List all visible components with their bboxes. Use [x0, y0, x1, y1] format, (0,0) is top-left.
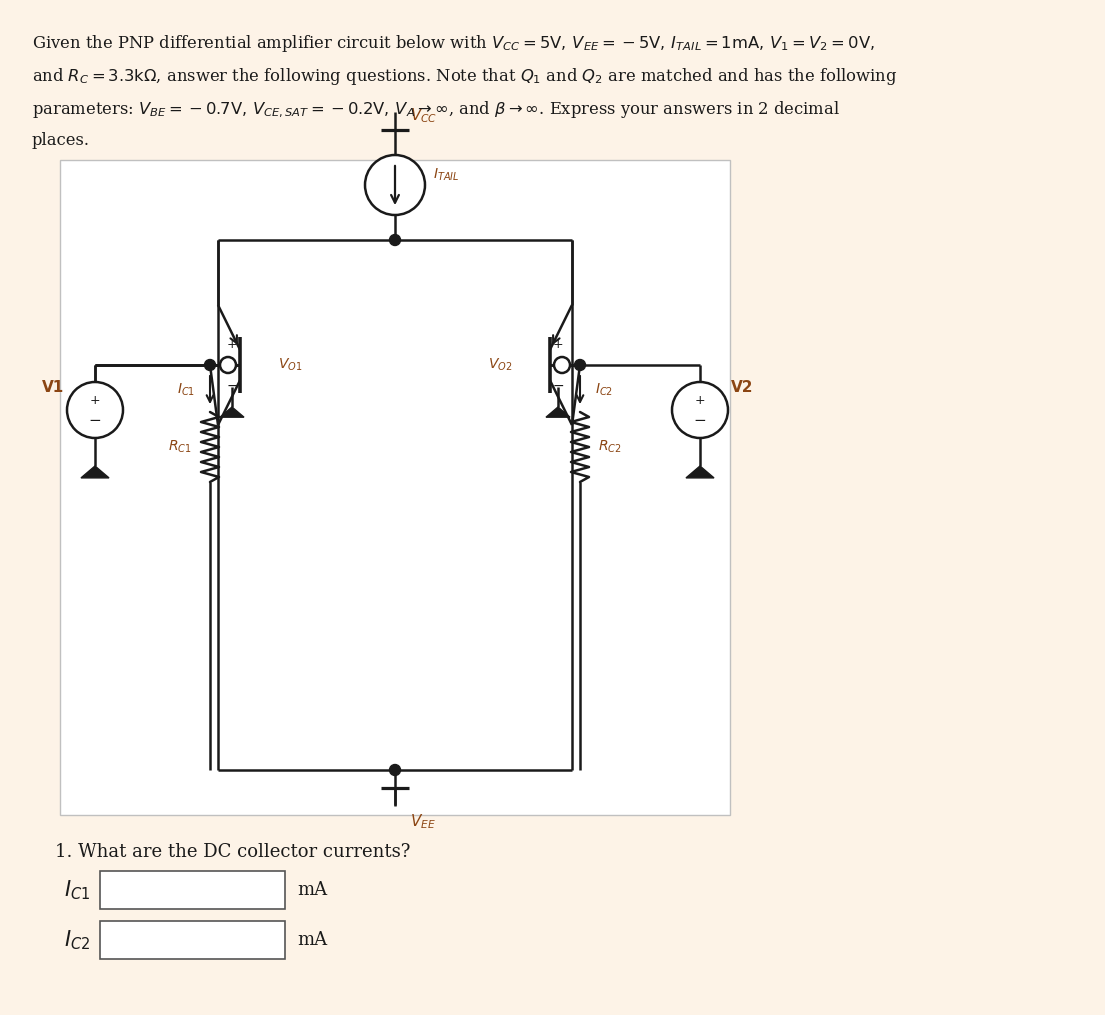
- Text: Given the PNP differential amplifier circuit below with $V_{CC} = 5\mathrm{V},\,: Given the PNP differential amplifier cir…: [32, 33, 875, 54]
- Text: $I_{C1}$: $I_{C1}$: [64, 878, 90, 901]
- Circle shape: [67, 382, 123, 438]
- Text: $R_{C1}$: $R_{C1}$: [168, 438, 192, 455]
- Text: places.: places.: [32, 132, 90, 149]
- Text: $V_{O2}$: $V_{O2}$: [487, 357, 512, 374]
- Polygon shape: [686, 466, 714, 478]
- Text: −: −: [694, 412, 706, 427]
- Text: +: +: [695, 394, 705, 406]
- Circle shape: [365, 155, 425, 215]
- Text: +: +: [552, 338, 564, 351]
- Text: $I_{C2}$: $I_{C2}$: [594, 382, 613, 398]
- Text: +: +: [90, 394, 101, 406]
- Polygon shape: [546, 407, 570, 417]
- Circle shape: [389, 764, 400, 775]
- Text: $I_{C2}$: $I_{C2}$: [64, 928, 90, 952]
- Circle shape: [389, 234, 400, 246]
- FancyBboxPatch shape: [60, 160, 730, 815]
- FancyBboxPatch shape: [99, 921, 285, 959]
- Text: $V_{EE}$: $V_{EE}$: [410, 812, 435, 830]
- Text: mA: mA: [297, 931, 327, 949]
- Text: V2: V2: [730, 380, 754, 395]
- Text: and $R_C = 3.3\mathrm{k}\Omega$, answer the following questions. Note that $Q_1$: and $R_C = 3.3\mathrm{k}\Omega$, answer …: [32, 66, 897, 87]
- Text: $V_{CC}$: $V_{CC}$: [410, 107, 438, 125]
- Text: −: −: [88, 412, 102, 427]
- Text: parameters: $V_{BE} = -0.7\mathrm{V},\, V_{CE,SAT} = -0.2\mathrm{V},\, V_A \righ: parameters: $V_{BE} = -0.7\mathrm{V},\, …: [32, 99, 840, 120]
- Polygon shape: [220, 407, 244, 417]
- FancyBboxPatch shape: [99, 871, 285, 909]
- Text: −: −: [552, 379, 564, 393]
- Text: −: −: [227, 379, 238, 393]
- Polygon shape: [81, 466, 109, 478]
- Circle shape: [672, 382, 728, 438]
- Text: $R_{C2}$: $R_{C2}$: [598, 438, 622, 455]
- Text: 1. What are the DC collector currents?: 1. What are the DC collector currents?: [55, 843, 410, 861]
- Text: $V_{O1}$: $V_{O1}$: [278, 357, 303, 374]
- Circle shape: [220, 357, 236, 373]
- Text: V1: V1: [42, 380, 64, 395]
- Text: mA: mA: [297, 881, 327, 899]
- Circle shape: [554, 357, 570, 373]
- Text: +: +: [227, 338, 238, 351]
- Circle shape: [204, 359, 215, 370]
- Circle shape: [575, 359, 586, 370]
- Text: $I_{C1}$: $I_{C1}$: [177, 382, 194, 398]
- Text: $I_{TAIL}$: $I_{TAIL}$: [433, 166, 460, 183]
